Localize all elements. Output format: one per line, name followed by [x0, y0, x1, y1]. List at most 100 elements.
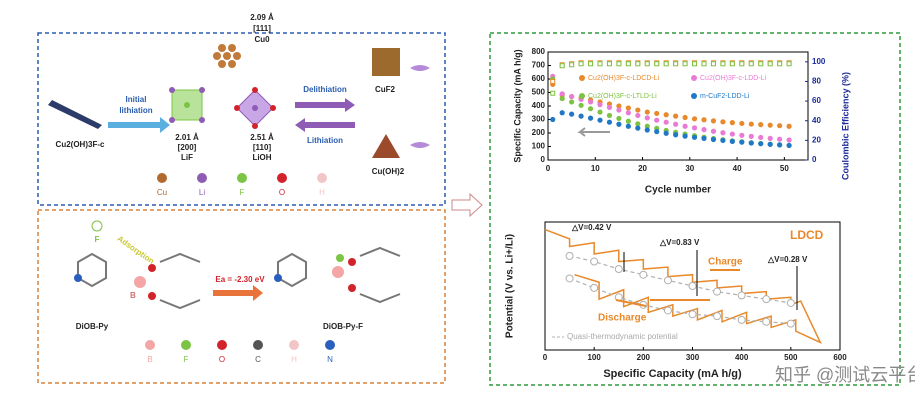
atom-label: F	[240, 188, 245, 197]
capacity-marker	[777, 123, 783, 129]
capacity-marker	[758, 141, 764, 147]
y2-tick-label: 40	[812, 116, 821, 125]
capacity-marker	[691, 125, 698, 131]
ce-marker	[663, 61, 669, 67]
atom-label: O	[219, 355, 225, 364]
label: LiF	[181, 153, 193, 162]
capacity-marker	[663, 119, 669, 125]
ce-marker	[777, 61, 783, 67]
atom-swatch	[217, 340, 227, 350]
legend-marker	[691, 93, 697, 99]
ce-marker	[644, 61, 650, 67]
capacity-marker	[748, 121, 754, 127]
capacity-marker	[691, 116, 698, 122]
capacity-marker	[720, 130, 726, 136]
capacity-marker	[739, 139, 745, 145]
label: Adsorption	[116, 234, 156, 266]
curve	[569, 277, 791, 325]
capacity-marker	[786, 137, 792, 143]
capacity-marker	[701, 135, 707, 141]
capacity-marker	[663, 112, 669, 118]
label: 2.51 Å	[250, 133, 274, 142]
ce-marker	[758, 61, 764, 67]
atom-swatch	[317, 173, 327, 183]
x-tick-label: 10	[591, 164, 600, 173]
capacity-marker	[767, 135, 773, 141]
atom-label: C	[255, 355, 261, 364]
ce-marker	[729, 61, 735, 67]
atom-swatch	[277, 173, 287, 183]
ce-marker	[682, 61, 688, 67]
label: Cu(OH)2	[372, 167, 405, 176]
label: Delithiation	[303, 85, 347, 94]
y-axis-label: Specific Capacity (mA h/g)	[512, 49, 522, 162]
y-tick-label: 200	[532, 128, 546, 137]
marker	[762, 317, 771, 326]
capacity-marker	[720, 119, 726, 125]
capacity-marker	[635, 125, 641, 131]
y2-tick-label: 20	[812, 135, 821, 144]
y-tick-label: 0	[541, 155, 546, 164]
arrow	[295, 118, 355, 132]
x-tick-label: 20	[638, 164, 647, 173]
atom-label: N	[327, 355, 333, 364]
capacity-marker	[758, 122, 764, 128]
ce-marker	[701, 61, 707, 67]
atom-swatch	[237, 173, 247, 183]
y-tick-label: 100	[532, 142, 546, 151]
label: [110]	[253, 143, 272, 152]
capacity-marker	[786, 123, 792, 129]
capacity-marker	[606, 112, 613, 119]
ce-marker	[616, 61, 622, 67]
x-tick-label: 400	[735, 353, 749, 362]
capacity-marker	[654, 129, 660, 135]
capacity-marker	[786, 142, 792, 149]
y2-tick-label: 0	[812, 155, 817, 164]
curve	[544, 228, 822, 345]
atom-label: H	[319, 188, 325, 197]
ce-marker	[578, 61, 584, 67]
annotation: LDCD	[790, 228, 824, 242]
y2-tick-label: 80	[812, 77, 821, 86]
ce-marker	[767, 61, 773, 67]
legend-label: Cu2(OH)3F-c-LTLD-Li	[588, 93, 657, 100]
capacity-marker	[597, 102, 603, 108]
cuoh2-crystal	[372, 134, 430, 158]
label: F	[95, 235, 100, 244]
capacity-marker	[597, 109, 603, 115]
x-axis-label: Cycle number	[645, 185, 711, 196]
y-axis-label: Potential (V vs. Li+/Li)	[505, 234, 516, 338]
capacity-marker	[691, 134, 698, 140]
x-tick-label: 50	[780, 164, 789, 173]
label: 2.01 Å	[175, 133, 199, 142]
atom-swatch	[325, 340, 335, 350]
annotation: Charge	[708, 257, 743, 268]
capacity-marker	[710, 136, 717, 143]
ce-marker	[625, 61, 631, 67]
capacity-marker	[625, 123, 631, 129]
capacity-marker	[635, 107, 641, 113]
capacity-marker	[729, 138, 735, 144]
capacity-marker	[606, 119, 613, 125]
legend-label: Cu2(OH)3F-c-LDD-Li	[700, 75, 767, 82]
capacity-marker	[559, 91, 565, 97]
ce-marker	[748, 61, 754, 67]
label: lithiation	[119, 106, 152, 115]
label: [111]	[253, 24, 271, 33]
marker	[639, 270, 648, 279]
cu-lattice	[213, 44, 241, 68]
capacity-marker	[635, 112, 641, 119]
arrow	[213, 285, 263, 301]
arrow	[295, 98, 355, 112]
capacity-marker	[625, 105, 631, 111]
capacity-marker	[597, 117, 603, 123]
atom-label: O	[279, 188, 285, 197]
arrow	[615, 269, 740, 307]
ce-marker	[739, 61, 745, 67]
annotation: △V=0.83 V	[659, 238, 700, 247]
capacity-marker	[578, 113, 584, 119]
capacity-marker	[559, 95, 565, 102]
marker	[663, 276, 672, 285]
ce-marker	[559, 63, 565, 69]
capacity-marker	[616, 103, 622, 109]
